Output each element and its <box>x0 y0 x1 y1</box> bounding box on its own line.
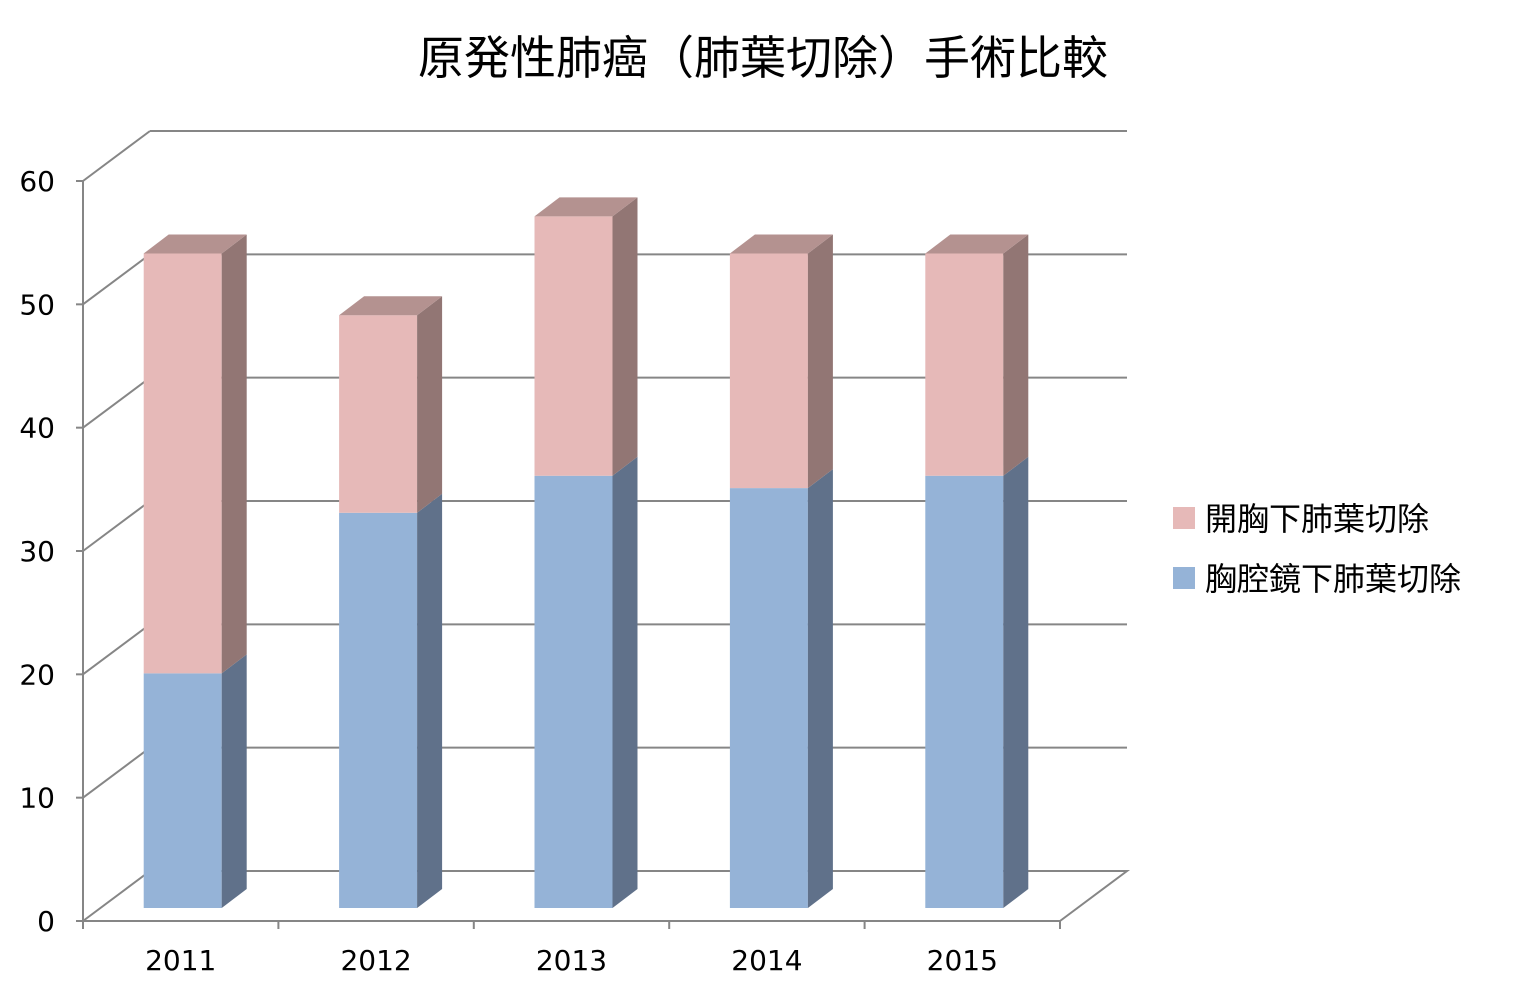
y-tick-label: 0 <box>37 905 55 938</box>
bar-thoracoscopic-front <box>143 673 222 908</box>
gridline-diagonal <box>82 623 151 676</box>
bar-thoracoscopic-front <box>534 475 613 908</box>
chart-title: 原発性肺癌（肺葉切除）手術比較 <box>418 31 1108 85</box>
y-tick-label: 30 <box>19 535 55 568</box>
bar-open-side <box>417 296 443 513</box>
x-tick-label: 2011 <box>145 944 216 977</box>
bar-open-front <box>729 253 808 489</box>
tick-labels: 0 10 20 30 40 50 60 2011 2012 2013 2014 2015 <box>19 165 998 977</box>
bar-open-side <box>807 234 833 489</box>
gridline-diagonal <box>82 253 151 306</box>
x-tick-label: 2013 <box>536 944 607 977</box>
bar-open-front <box>925 253 1004 476</box>
bar-thoracoscopic-side <box>1003 456 1029 908</box>
gridlines <box>82 130 1127 799</box>
bar-top <box>339 296 443 316</box>
bar-open-front <box>339 315 418 513</box>
bar-open-front <box>534 216 613 476</box>
bar-thoracoscopic-side <box>807 469 833 908</box>
gridline-diagonal <box>82 500 151 552</box>
y-tick-label: 40 <box>19 412 55 445</box>
bar-thoracoscopic-front <box>729 488 808 908</box>
y-tick-label: 10 <box>19 782 55 815</box>
bar-top <box>534 197 638 217</box>
bar-top <box>729 234 833 254</box>
legend-swatch <box>1173 567 1195 589</box>
legend-swatch <box>1173 507 1195 529</box>
bar-top <box>143 234 247 254</box>
y-tick-label: 20 <box>19 658 55 691</box>
legend-label: 開胸下肺葉切除 <box>1205 500 1429 538</box>
x-tick-label: 2014 <box>731 944 802 977</box>
gridline-diagonal <box>82 376 151 429</box>
bar-top <box>925 234 1029 254</box>
legend-label: 胸腔鏡下肺葉切除 <box>1205 560 1461 598</box>
bar-thoracoscopic-front <box>339 512 418 908</box>
y-tick-label: 60 <box>19 165 55 198</box>
y-tick-label: 50 <box>19 288 55 321</box>
bar-open-front <box>143 253 222 674</box>
bar-thoracoscopic-side <box>612 456 638 908</box>
chart-floor <box>82 870 1131 922</box>
bar-open-side <box>221 234 247 674</box>
floor-outline <box>82 870 1131 922</box>
bar-thoracoscopic-side <box>417 493 443 908</box>
bar-thoracoscopic-side <box>221 654 247 908</box>
axes <box>76 180 1061 929</box>
gridline-diagonal <box>82 130 151 182</box>
bar-open-side <box>1003 234 1029 476</box>
x-tick-label: 2012 <box>340 944 411 977</box>
bar-open-side <box>612 197 638 476</box>
x-tick-label: 2015 <box>927 944 998 977</box>
bars <box>143 197 1029 908</box>
bar-thoracoscopic-front <box>925 475 1004 908</box>
gridline-diagonal <box>82 746 151 799</box>
